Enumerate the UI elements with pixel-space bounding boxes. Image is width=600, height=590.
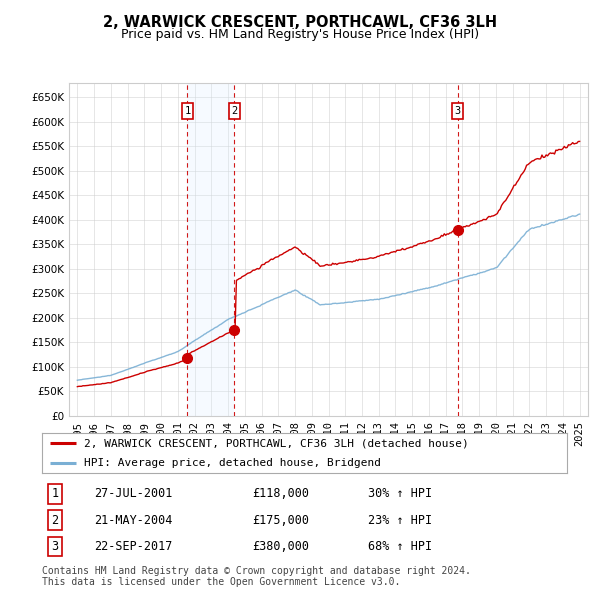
Text: £380,000: £380,000 bbox=[252, 540, 309, 553]
Text: 2, WARWICK CRESCENT, PORTHCAWL, CF36 3LH (detached house): 2, WARWICK CRESCENT, PORTHCAWL, CF36 3LH… bbox=[84, 438, 469, 448]
Text: 2, WARWICK CRESCENT, PORTHCAWL, CF36 3LH: 2, WARWICK CRESCENT, PORTHCAWL, CF36 3LH bbox=[103, 15, 497, 30]
Text: 2: 2 bbox=[52, 514, 59, 527]
Text: 3: 3 bbox=[52, 540, 59, 553]
Text: 22-SEP-2017: 22-SEP-2017 bbox=[95, 540, 173, 553]
Text: £118,000: £118,000 bbox=[252, 487, 309, 500]
Text: 2: 2 bbox=[231, 106, 238, 116]
Text: 1: 1 bbox=[184, 106, 190, 116]
Text: 68% ↑ HPI: 68% ↑ HPI bbox=[367, 540, 431, 553]
Text: 21-MAY-2004: 21-MAY-2004 bbox=[95, 514, 173, 527]
Text: This data is licensed under the Open Government Licence v3.0.: This data is licensed under the Open Gov… bbox=[42, 577, 400, 587]
Text: £175,000: £175,000 bbox=[252, 514, 309, 527]
Text: 27-JUL-2001: 27-JUL-2001 bbox=[95, 487, 173, 500]
Text: Contains HM Land Registry data © Crown copyright and database right 2024.: Contains HM Land Registry data © Crown c… bbox=[42, 566, 471, 576]
Text: 1: 1 bbox=[52, 487, 59, 500]
Text: 23% ↑ HPI: 23% ↑ HPI bbox=[367, 514, 431, 527]
Bar bbox=[187, 83, 235, 416]
Text: 30% ↑ HPI: 30% ↑ HPI bbox=[367, 487, 431, 500]
Text: Price paid vs. HM Land Registry's House Price Index (HPI): Price paid vs. HM Land Registry's House … bbox=[121, 28, 479, 41]
Text: HPI: Average price, detached house, Bridgend: HPI: Average price, detached house, Brid… bbox=[84, 458, 381, 468]
Text: 3: 3 bbox=[455, 106, 461, 116]
